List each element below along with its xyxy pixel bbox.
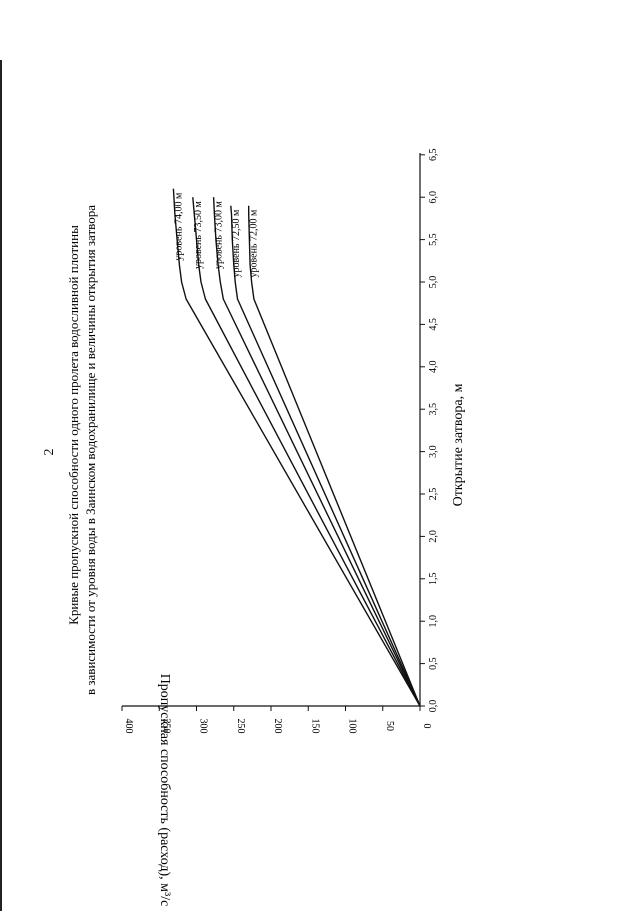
x-tick-label: 3,0 <box>428 445 439 458</box>
x-tick-label: 4,5 <box>428 318 439 331</box>
x-axis-label: Открытие затвора, м <box>451 383 466 506</box>
x-tick-label: 2,5 <box>428 488 439 501</box>
chart-subtitle: в зависимости от уровня воды в Заинском … <box>83 205 98 695</box>
x-tick-label: 6,5 <box>428 149 439 162</box>
x-tick-label: 5,5 <box>428 233 439 246</box>
y-tick-label: 100 <box>347 719 358 734</box>
y-tick-label: 0 <box>421 724 432 729</box>
series-label: уровень 73,00 м <box>214 201 225 270</box>
series-label: уровень 72,50 м <box>231 209 242 278</box>
series-line <box>230 205 421 707</box>
y-tick-label: 350 <box>160 719 171 734</box>
x-tick-label: 5,0 <box>428 276 439 289</box>
x-tick-label: 1,5 <box>428 573 439 586</box>
y-tick-label: 150 <box>309 719 320 734</box>
x-tick-label: 0,5 <box>428 657 439 670</box>
y-ticks: 0 50 100 150 200 250 300 350 400 <box>121 706 432 734</box>
chart-title: Кривые пропускной способности одного про… <box>66 225 81 625</box>
x-tick-label: 0,0 <box>428 700 439 713</box>
x-ticks: 0,0 0,5 1,0 1,5 2,0 2,5 3,0 3,5 4,0 4,5 5,0 5,5 6,0 6… <box>420 149 439 713</box>
series-label: уровень 72,00 м <box>249 209 260 278</box>
x-tick-label: 2,0 <box>428 530 439 543</box>
series-group: уровень 74,00 м уровень 73,50 м уровень 73… <box>172 188 421 707</box>
x-tick-label: 4,0 <box>428 361 439 374</box>
y-tick-label: 250 <box>235 719 246 734</box>
page-left-edge <box>0 60 2 911</box>
series-line <box>172 188 421 707</box>
series-line <box>192 197 421 707</box>
x-tick-label: 3,5 <box>428 403 439 416</box>
y-tick-label: 50 <box>384 721 395 731</box>
series-line <box>212 197 421 707</box>
series-line <box>247 205 421 707</box>
series-label: уровень 73,50 м <box>193 201 204 270</box>
x-tick-label: 6,0 <box>428 191 439 204</box>
x-tick-label: 1,0 <box>428 615 439 628</box>
y-tick-label: 300 <box>198 719 209 734</box>
y-tick-label: 200 <box>272 719 283 734</box>
y-axis-label: Пропускная способность (расход), м³/с <box>157 674 172 907</box>
y-tick-label: 400 <box>123 719 134 734</box>
series-label: уровень 74,00 м <box>173 192 184 261</box>
